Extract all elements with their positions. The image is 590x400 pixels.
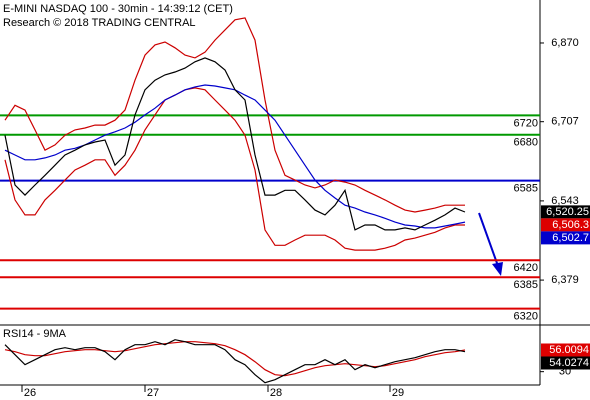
price-tag-label: 54.0274 <box>549 357 589 369</box>
x-tick-label: 28 <box>270 387 282 399</box>
level-label: 6385 <box>514 279 538 291</box>
series-line <box>4 341 466 377</box>
level-label: 6680 <box>514 137 538 149</box>
series-line <box>4 339 466 384</box>
x-tick-label: 27 <box>147 387 159 399</box>
price-tag-label: 6,506.3 <box>552 219 589 231</box>
y-tick-label: 6,870 <box>551 37 579 49</box>
price-tag: 6,502.7 <box>541 231 590 245</box>
price-tag-box <box>541 218 590 232</box>
price-tag: 56.0094 <box>541 343 590 357</box>
series-line <box>4 87 465 251</box>
price-tag: 54.0274 <box>541 356 590 370</box>
price-tag: 6,520.25 <box>541 205 590 219</box>
price-tag-label: 6,502.7 <box>552 232 589 244</box>
x-tick-label: 29 <box>392 387 404 399</box>
x-tick-label: 26 <box>24 387 36 399</box>
price-tag-box <box>541 205 590 219</box>
y-tick-label: 6,707 <box>551 116 579 128</box>
level-label: 6585 <box>514 183 538 195</box>
chart-subtitle: Research © 2018 TRADING CENTRAL <box>3 17 196 29</box>
y-tick-label: 6,543 <box>551 195 579 207</box>
level-label: 6420 <box>514 262 538 274</box>
series-line <box>4 17 465 213</box>
price-tag: 6,506.3 <box>541 218 590 232</box>
price-tag-box <box>541 231 590 245</box>
rsi-title: RSI14 - 9MA <box>3 328 67 340</box>
level-label: 6720 <box>514 117 538 129</box>
price-tag-box <box>541 343 590 357</box>
forecast-arrow <box>478 212 503 276</box>
price-tag-label: 6,520.25 <box>546 206 589 218</box>
price-tag-box <box>541 356 590 370</box>
price-tag-label: 56.0094 <box>549 344 589 356</box>
y-tick-label: 6,379 <box>551 274 579 286</box>
level-label: 6320 <box>514 310 538 322</box>
chart-title: E-MINI NASDAQ 100 - 30min - 14:39:12 (CE… <box>3 3 233 15</box>
series-line <box>4 57 466 231</box>
